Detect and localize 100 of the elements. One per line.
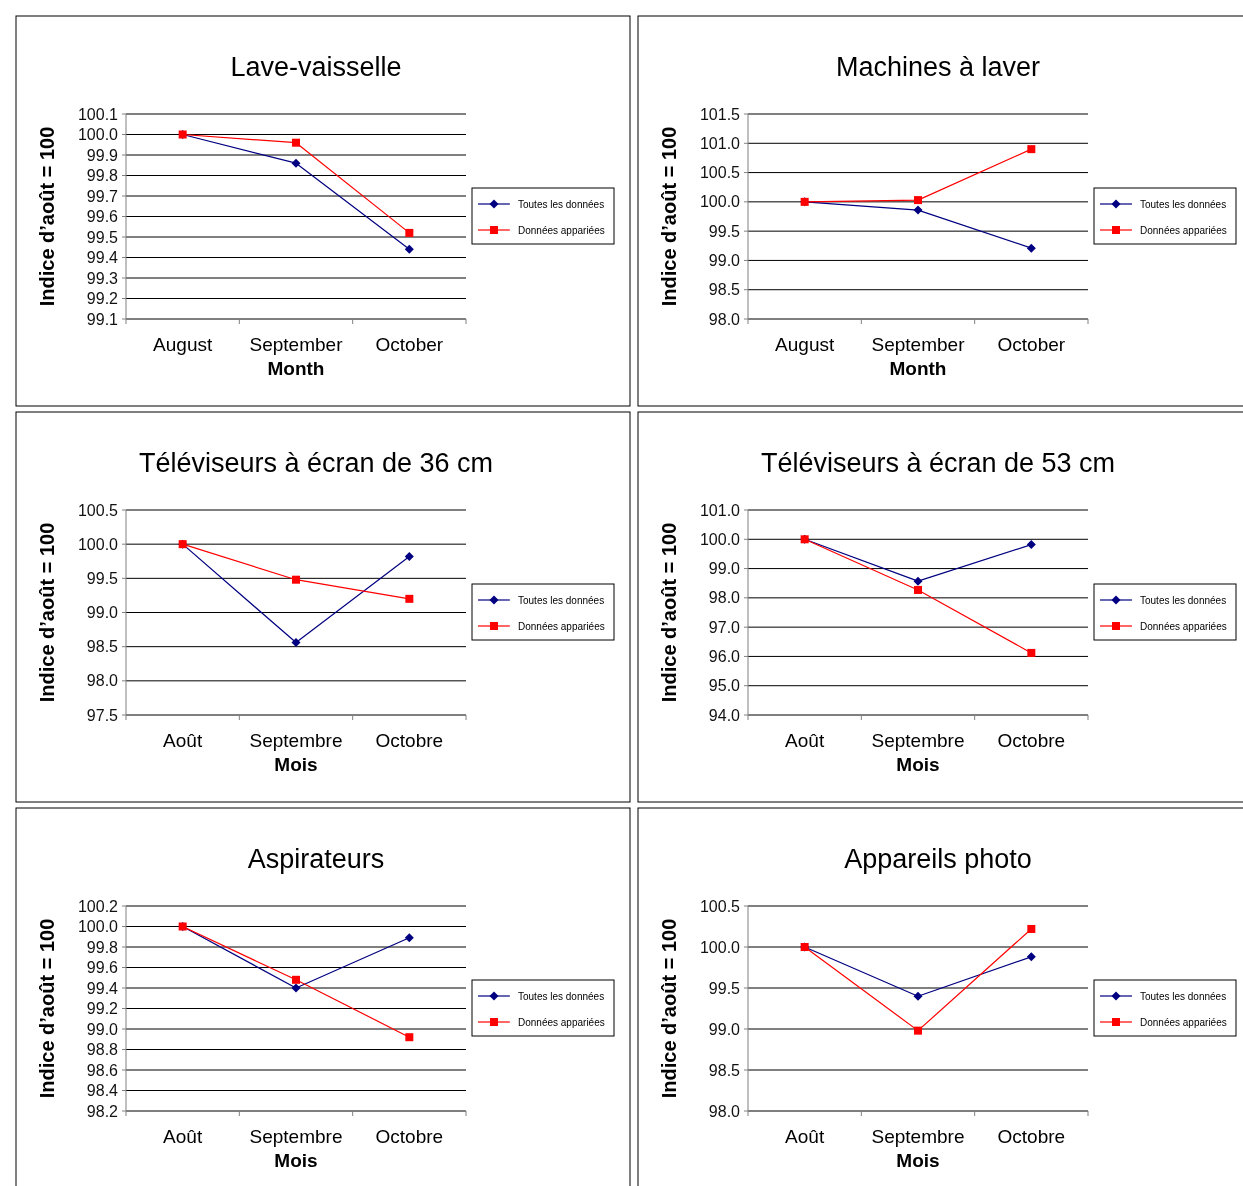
x-tick-label: August: [153, 334, 213, 355]
point: [405, 1033, 414, 1042]
y-tick-label: 100.5: [699, 164, 741, 182]
x-tick-label: Octobre: [375, 1126, 444, 1147]
y-tick-label: 98.0: [708, 310, 741, 328]
y-tick-label: 96.0: [708, 648, 741, 666]
y-axis-title: Indice d’août = 100: [658, 126, 680, 307]
x-axis-title: Mois: [896, 1150, 940, 1171]
x-tick-label: September: [871, 334, 966, 355]
point: [291, 158, 301, 168]
y-tick-label: 99.1: [86, 310, 119, 328]
point: [404, 244, 414, 254]
point: [291, 983, 301, 993]
y-tick-label: 101.0: [699, 501, 741, 519]
x-tick-label: Août: [163, 730, 203, 751]
legend-label: Toutes les données: [518, 198, 605, 210]
y-tick-label: 99.8: [86, 167, 119, 185]
legend-label: Toutes les données: [1140, 990, 1227, 1002]
legend-label: Données appariées: [1140, 1016, 1227, 1028]
y-tick-label: 98.4: [86, 1082, 119, 1100]
legend-label: Données appariées: [518, 620, 605, 632]
x-axis-title: Month: [267, 358, 325, 379]
y-tick-label: 100.5: [699, 897, 741, 915]
y-tick-label: 99.4: [86, 979, 119, 997]
x-axis-title: Mois: [896, 754, 940, 775]
y-tick-label: 99.0: [708, 1020, 741, 1038]
point: [1027, 648, 1036, 657]
y-tick-label: 98.0: [708, 589, 741, 607]
point: [913, 205, 923, 215]
x-tick-label: Septembre: [871, 1126, 965, 1147]
y-tick-label: 99.0: [708, 252, 741, 270]
legend-label: Données appariées: [518, 224, 605, 236]
y-tick-label: 100.2: [77, 897, 119, 915]
y-tick-label: 99.4: [86, 249, 119, 267]
y-tick-label: 98.5: [708, 281, 741, 299]
legend-label: Toutes les données: [518, 990, 605, 1002]
legend-label: Toutes les données: [1140, 594, 1227, 606]
x-tick-label: October: [997, 334, 1066, 355]
chart-title: Lave-vaisselle: [230, 52, 402, 82]
point: [292, 575, 300, 584]
y-tick-label: 97.0: [708, 618, 741, 636]
point: [914, 585, 922, 594]
y-tick-label: 100.0: [699, 530, 741, 548]
y-tick-label: 98.5: [86, 638, 119, 656]
y-axis-title: Indice d’août = 100: [658, 522, 680, 703]
y-tick-label: 98.5: [708, 1061, 741, 1079]
x-tick-label: September: [249, 334, 344, 355]
point: [914, 196, 922, 205]
point: [913, 991, 923, 1001]
y-tick-label: 99.2: [86, 1000, 119, 1018]
point: [1026, 952, 1036, 962]
y-tick-label: 99.6: [86, 208, 119, 226]
chart-title: Aspirateurs: [247, 844, 385, 874]
x-tick-label: August: [775, 334, 835, 355]
point: [404, 551, 414, 561]
chart-title: Machines à laver: [835, 52, 1041, 82]
x-axis-title: Mois: [274, 754, 318, 775]
x-axis-title: Mois: [274, 1150, 318, 1171]
y-tick-label: 101.5: [699, 105, 741, 123]
y-tick-label: 97.5: [86, 706, 119, 724]
x-axis-title: Month: [889, 358, 947, 379]
y-tick-label: 99.6: [86, 959, 119, 977]
point: [1026, 540, 1036, 550]
point: [914, 1026, 922, 1035]
x-tick-label: Août: [785, 1126, 825, 1147]
y-tick-label: 99.0: [86, 1020, 119, 1038]
x-tick-label: Septembre: [871, 730, 965, 751]
y-tick-label: 98.2: [86, 1102, 119, 1120]
chart-title: Téléviseurs à écran de 36 cm: [138, 448, 494, 478]
y-tick-label: 100.0: [77, 126, 119, 144]
chart-title: Appareils photo: [844, 844, 1032, 874]
y-tick-label: 95.0: [708, 677, 741, 695]
y-tick-label: 94.0: [708, 706, 741, 724]
y-tick-label: 99.0: [86, 604, 119, 622]
legend-label: Données appariées: [518, 1016, 605, 1028]
y-tick-label: 101.0: [699, 134, 741, 152]
x-tick-label: Octobre: [997, 1126, 1066, 1147]
x-tick-label: Septembre: [249, 730, 343, 751]
point: [405, 228, 414, 237]
y-tick-label: 99.0: [708, 560, 741, 578]
point: [404, 933, 414, 943]
y-tick-label: 100.0: [77, 535, 119, 553]
point: [1027, 145, 1036, 154]
point: [405, 594, 414, 603]
x-tick-label: Août: [785, 730, 825, 751]
y-tick-label: 99.5: [86, 569, 119, 587]
legend-label: Données appariées: [1140, 224, 1227, 236]
x-tick-label: Octobre: [375, 730, 444, 751]
y-tick-label: 99.5: [708, 222, 741, 240]
y-tick-label: 98.8: [86, 1041, 119, 1059]
x-tick-label: Octobre: [997, 730, 1066, 751]
y-tick-label: 98.6: [86, 1061, 119, 1079]
y-tick-label: 99.5: [86, 228, 119, 246]
point: [913, 576, 923, 586]
y-tick-label: 98.0: [86, 672, 119, 690]
x-tick-label: Août: [163, 1126, 203, 1147]
y-axis-title: Indice d’août = 100: [36, 918, 58, 1099]
y-tick-label: 99.7: [86, 187, 119, 205]
point: [1026, 243, 1036, 253]
y-axis-title: Indice d’août = 100: [36, 126, 58, 307]
